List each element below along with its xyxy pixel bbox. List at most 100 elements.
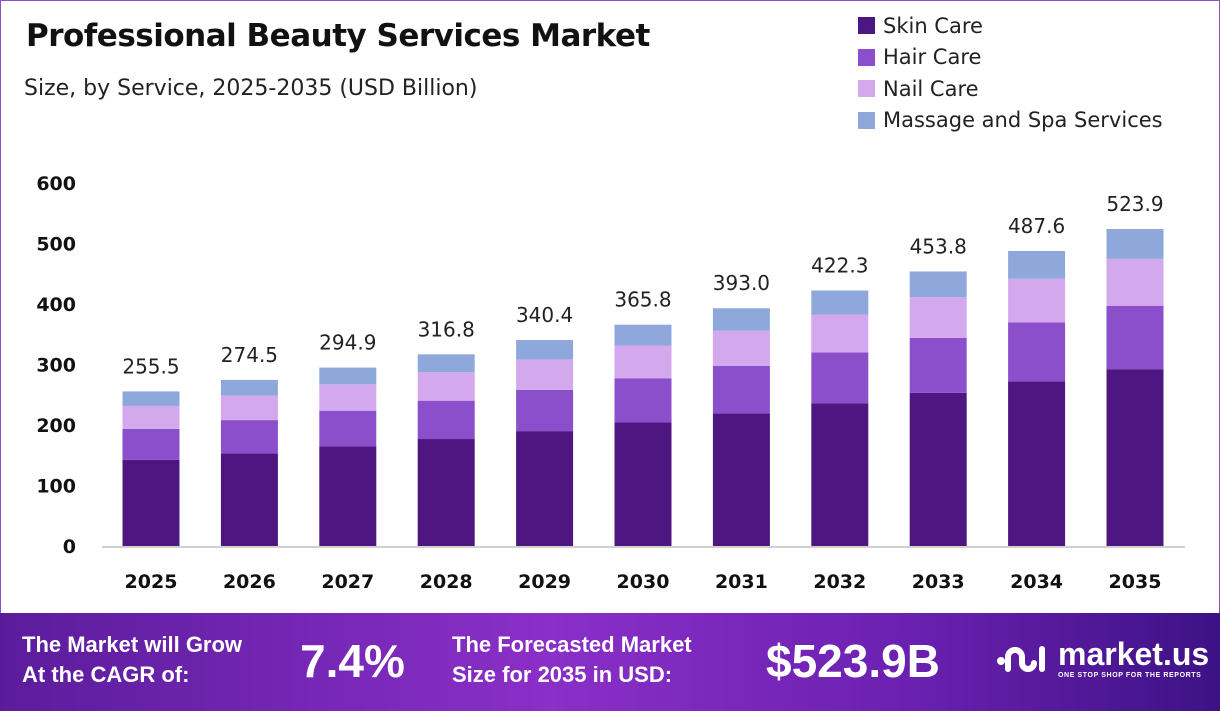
bar-segment-massage-and-spa-services <box>712 308 770 331</box>
y-tick-label: 300 <box>36 355 76 377</box>
data-label-total: 294.9 <box>319 331 376 355</box>
bar-segment-nail-care <box>417 372 475 401</box>
legend-label: Massage and Spa Services <box>883 108 1163 133</box>
bar-segment-skin-care <box>614 422 672 546</box>
bar-segment-hair-care <box>811 352 869 404</box>
bar-segment-hair-care <box>614 378 672 423</box>
x-tick-label: 2035 <box>1109 571 1162 593</box>
y-tick-label: 400 <box>36 294 76 316</box>
chart-subtitle: Size, by Service, 2025-2035 (USD Billion… <box>24 76 478 101</box>
bar-segment-massage-and-spa-services <box>220 379 278 396</box>
forecast-label-line: The Forecasted Market <box>452 632 692 657</box>
legend-swatch <box>858 17 875 35</box>
bar-segment-nail-care <box>319 384 377 411</box>
bar-segment-massage-and-spa-services <box>319 367 377 385</box>
legend-item-skin-care: Skin Care <box>858 10 1163 42</box>
logo-icon <box>997 646 1045 672</box>
x-tick-label: 2025 <box>125 571 178 593</box>
bar-segment-hair-care <box>319 410 377 447</box>
bar-segment-skin-care <box>1106 369 1164 546</box>
bar-segment-massage-and-spa-services <box>909 271 967 298</box>
data-label-total: 487.6 <box>1008 214 1065 238</box>
bar-segment-nail-care <box>1106 258 1164 306</box>
x-tick-label: 2026 <box>223 571 276 593</box>
bar-segment-nail-care <box>1008 278 1066 323</box>
bar-segment-hair-care <box>417 400 475 440</box>
footer-banner: The Market will Grow At the CAGR of: 7.4… <box>0 613 1220 711</box>
bar-segment-skin-care <box>122 459 180 546</box>
y-tick-label: 500 <box>36 234 76 256</box>
legend-swatch <box>858 80 875 98</box>
bar-segment-nail-care <box>220 395 278 421</box>
bar-segment-massage-and-spa-services <box>516 340 574 360</box>
data-label-total: 365.8 <box>614 288 671 312</box>
bar-segment-skin-care <box>712 413 770 546</box>
data-label-total: 340.4 <box>516 303 573 327</box>
data-label-total: 393.0 <box>713 271 770 295</box>
bar-segment-nail-care <box>516 359 574 390</box>
bar-segment-nail-care <box>909 297 967 338</box>
data-label-total: 523.9 <box>1106 192 1163 216</box>
forecast-value: $523.9B <box>766 635 940 687</box>
bar-segment-skin-care <box>516 431 574 546</box>
bar-segment-massage-and-spa-services <box>1106 229 1164 259</box>
bar-segment-nail-care <box>811 314 869 353</box>
cagr-label: The Market will Grow At the CAGR of: <box>22 630 242 690</box>
bar-chart: 0 100 200 300 400 500 600 255.5 2025 274.5 2026 294… <box>36 173 1185 593</box>
chart-title: Professional Beauty Services Market <box>26 18 650 54</box>
legend: Skin Care Hair Care Nail Care Massage an… <box>858 10 1163 136</box>
bar-segment-skin-care <box>319 446 377 546</box>
bar-segment-nail-care <box>122 405 180 429</box>
bar-segment-skin-care <box>909 392 967 546</box>
x-tick-label: 2031 <box>715 571 768 593</box>
bar-segment-skin-care <box>811 403 869 546</box>
bar-segment-hair-care <box>1008 322 1066 382</box>
bar-segment-massage-and-spa-services <box>417 354 475 373</box>
legend-swatch <box>858 48 875 66</box>
bar-segment-hair-care <box>516 389 574 432</box>
x-tick-label: 2034 <box>1010 571 1063 593</box>
legend-item-hair-care: Hair Care <box>858 42 1163 74</box>
x-tick-label: 2027 <box>321 571 374 593</box>
bar-segment-skin-care <box>417 439 475 546</box>
market-us-logo: market.us ONE STOP SHOP FOR THE REPORTS <box>996 637 1209 681</box>
bar-segment-massage-and-spa-services <box>122 391 180 406</box>
bar-segment-hair-care <box>122 428 180 460</box>
x-tick-label: 2033 <box>912 571 965 593</box>
logo-text: market.us <box>1058 636 1210 672</box>
bar-segment-hair-care <box>909 337 967 393</box>
bar-segment-massage-and-spa-services <box>1008 251 1066 279</box>
bar-segment-nail-care <box>712 330 770 366</box>
data-label-total: 255.5 <box>122 354 179 378</box>
cagr-value: 7.4% <box>300 635 405 687</box>
bar-segment-massage-and-spa-services <box>811 290 869 315</box>
x-tick-label: 2028 <box>420 571 473 593</box>
bar-segment-skin-care <box>1008 381 1066 546</box>
y-tick-label: 600 <box>36 173 76 195</box>
data-label-total: 453.8 <box>910 234 967 258</box>
x-tick-label: 2030 <box>617 571 670 593</box>
cagr-label-line: At the CAGR of: <box>22 662 190 687</box>
bar-segment-hair-care <box>1106 305 1164 370</box>
y-tick-label: 100 <box>36 476 76 498</box>
legend-label: Nail Care <box>883 76 979 101</box>
bar-segment-hair-care <box>220 420 278 454</box>
bar-segment-hair-care <box>712 365 770 414</box>
data-label-total: 316.8 <box>418 317 475 341</box>
legend-swatch <box>858 111 875 129</box>
y-tick-label: 200 <box>36 415 76 437</box>
x-tick-label: 2029 <box>518 571 571 593</box>
y-tick-label: 0 <box>63 536 76 558</box>
data-label-total: 422.3 <box>811 254 868 278</box>
forecast-label: The Forecasted Market Size for 2035 in U… <box>452 630 692 690</box>
legend-item-massage-spa: Massage and Spa Services <box>858 105 1163 137</box>
logo-tagline: ONE STOP SHOP FOR THE REPORTS <box>1058 672 1202 679</box>
bar-segment-skin-care <box>220 453 278 546</box>
bar-segment-massage-and-spa-services <box>614 324 672 346</box>
legend-label: Hair Care <box>883 45 982 70</box>
legend-label: Skin Care <box>883 13 983 38</box>
data-label-total: 274.5 <box>221 343 278 367</box>
x-tick-label: 2032 <box>813 571 866 593</box>
forecast-label-line: Size for 2035 in USD: <box>452 662 673 687</box>
legend-item-nail-care: Nail Care <box>858 73 1163 105</box>
